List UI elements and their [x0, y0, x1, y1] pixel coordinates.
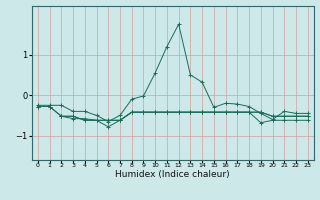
X-axis label: Humidex (Indice chaleur): Humidex (Indice chaleur)	[116, 170, 230, 179]
